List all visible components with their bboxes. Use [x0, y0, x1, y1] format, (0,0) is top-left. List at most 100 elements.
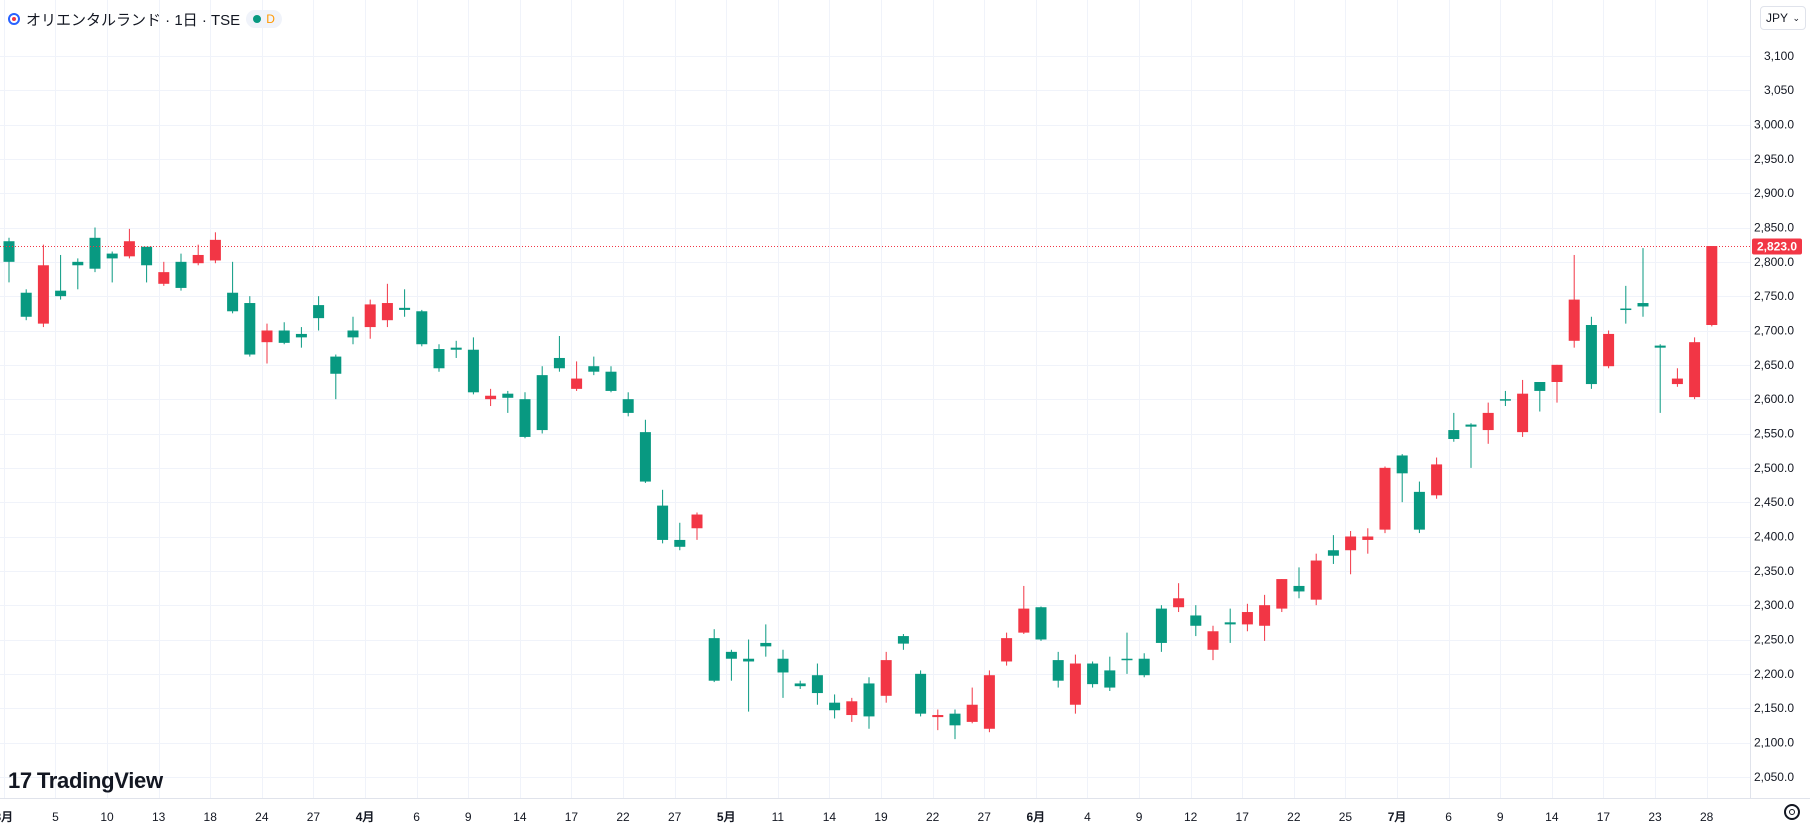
- candle-body[interactable]: [691, 514, 703, 529]
- candle-body[interactable]: [1310, 560, 1322, 600]
- candle-body[interactable]: [1706, 246, 1718, 326]
- candle-body[interactable]: [915, 673, 927, 714]
- candle-body[interactable]: [1001, 638, 1013, 662]
- candle-body[interactable]: [760, 642, 772, 647]
- candle-body[interactable]: [1327, 550, 1339, 556]
- candle-body[interactable]: [657, 505, 669, 540]
- candle-body[interactable]: [553, 357, 565, 369]
- candle-body[interactable]: [811, 675, 823, 694]
- candle-body[interactable]: [1551, 364, 1563, 382]
- candle-body[interactable]: [1224, 622, 1236, 625]
- candle-body[interactable]: [1637, 303, 1649, 307]
- candle-body[interactable]: [880, 660, 892, 696]
- candle-body[interactable]: [1087, 663, 1099, 685]
- candle-body[interactable]: [330, 356, 342, 374]
- candle-body[interactable]: [588, 366, 600, 372]
- candle-body[interactable]: [261, 330, 273, 343]
- candle-body[interactable]: [863, 683, 875, 717]
- candle-body[interactable]: [1259, 605, 1271, 626]
- candle-body[interactable]: [209, 239, 221, 261]
- candle-body[interactable]: [1585, 325, 1597, 385]
- candle-body[interactable]: [1155, 608, 1167, 643]
- candle-body[interactable]: [777, 658, 789, 673]
- candle-body[interactable]: [1362, 536, 1374, 540]
- candle-body[interactable]: [175, 261, 187, 288]
- candle-body[interactable]: [37, 265, 49, 324]
- candle-body[interactable]: [1620, 308, 1632, 311]
- candle-body[interactable]: [1431, 464, 1443, 496]
- candle-body[interactable]: [1568, 299, 1580, 341]
- candle-body[interactable]: [1173, 598, 1185, 608]
- candle-body[interactable]: [244, 303, 256, 355]
- candle-body[interactable]: [313, 305, 325, 319]
- candle-body[interactable]: [3, 241, 15, 262]
- candle-body[interactable]: [192, 254, 204, 264]
- candle-body[interactable]: [622, 399, 634, 413]
- candle-body[interactable]: [1345, 536, 1357, 551]
- candle-body[interactable]: [932, 715, 944, 718]
- candle-body[interactable]: [467, 349, 479, 393]
- candle-body[interactable]: [158, 272, 170, 284]
- candle-body[interactable]: [1052, 660, 1064, 681]
- candle-body[interactable]: [1207, 631, 1219, 650]
- candle-body[interactable]: [1396, 455, 1408, 474]
- chart-settings-icon[interactable]: [1784, 804, 1800, 820]
- candle-body[interactable]: [347, 330, 359, 338]
- candle-body[interactable]: [1121, 658, 1133, 661]
- candle-body[interactable]: [502, 393, 514, 398]
- candle-body[interactable]: [1241, 612, 1253, 625]
- candle-body[interactable]: [1482, 412, 1494, 431]
- candle-body[interactable]: [1654, 345, 1666, 348]
- candle-body[interactable]: [846, 701, 858, 716]
- candle-body[interactable]: [89, 237, 101, 269]
- candle-body[interactable]: [1413, 491, 1425, 530]
- candle-body[interactable]: [1671, 378, 1683, 385]
- candle-body[interactable]: [433, 349, 445, 369]
- tradingview-logo[interactable]: 17 TradingView: [8, 768, 163, 794]
- candle-body[interactable]: [1517, 393, 1529, 433]
- candle-body[interactable]: [949, 713, 961, 726]
- candle-body[interactable]: [106, 253, 118, 259]
- candle-body[interactable]: [519, 399, 531, 437]
- candle-body[interactable]: [639, 432, 651, 482]
- candle-body[interactable]: [1293, 585, 1305, 592]
- candle-body[interactable]: [278, 330, 290, 343]
- candle-body[interactable]: [450, 347, 462, 350]
- candle-body[interactable]: [605, 371, 617, 391]
- candle-body[interactable]: [743, 658, 755, 662]
- candle-body[interactable]: [123, 241, 135, 257]
- candle-body[interactable]: [1138, 658, 1150, 676]
- candle-body[interactable]: [364, 304, 376, 328]
- candle-body[interactable]: [1276, 579, 1288, 609]
- candle-body[interactable]: [416, 311, 428, 345]
- candle-body[interactable]: [571, 378, 583, 389]
- candle-body[interactable]: [1018, 608, 1030, 633]
- market-status-badge[interactable]: D: [246, 10, 282, 28]
- candle-body[interactable]: [1190, 615, 1202, 626]
- candle-body[interactable]: [674, 539, 686, 547]
- candle-body[interactable]: [55, 290, 67, 297]
- candle-body[interactable]: [1448, 430, 1460, 439]
- candle-body[interactable]: [399, 307, 411, 310]
- candle-body[interactable]: [708, 638, 720, 681]
- candle-body[interactable]: [141, 246, 153, 266]
- candle-body[interactable]: [1379, 467, 1391, 530]
- candle-body[interactable]: [1534, 382, 1546, 391]
- candle-body[interactable]: [295, 333, 307, 338]
- candle-body[interactable]: [829, 702, 841, 711]
- candle-body[interactable]: [983, 675, 995, 729]
- candle-body[interactable]: [227, 292, 239, 312]
- candle-body[interactable]: [20, 292, 32, 317]
- candle-body[interactable]: [1689, 342, 1701, 398]
- candle-body[interactable]: [1035, 607, 1047, 640]
- candle-body[interactable]: [72, 261, 84, 266]
- candle-body[interactable]: [1499, 399, 1511, 401]
- currency-selector[interactable]: JPY ⌄: [1760, 6, 1806, 30]
- candle-body[interactable]: [794, 683, 806, 687]
- candle-body[interactable]: [1603, 333, 1615, 367]
- candle-body[interactable]: [966, 704, 978, 722]
- candle-body[interactable]: [485, 395, 497, 400]
- chart-legend[interactable]: オリエンタルランド · 1日 · TSE D: [8, 8, 282, 30]
- candle-body[interactable]: [1069, 663, 1081, 705]
